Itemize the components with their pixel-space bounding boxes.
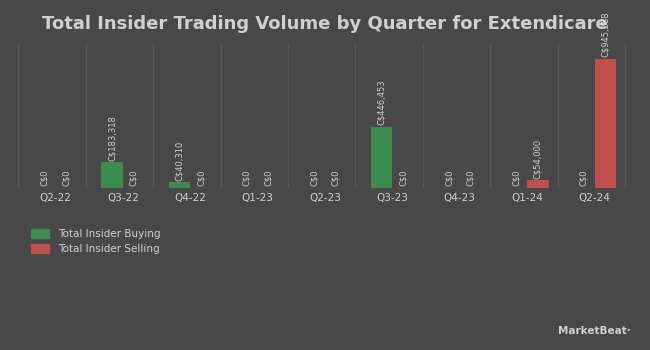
Text: C$0: C$0 (309, 169, 318, 186)
Text: MarketBeat·: MarketBeat· (558, 326, 630, 336)
Bar (168, 182, 190, 188)
Legend: Total Insider Buying, Total Insider Selling: Total Insider Buying, Total Insider Sell… (27, 224, 164, 259)
Text: C$0: C$0 (62, 169, 71, 186)
Text: C$0: C$0 (196, 169, 205, 186)
Bar (101, 162, 123, 188)
Title: Total Insider Trading Volume by Quarter for Extendicare: Total Insider Trading Volume by Quarter … (42, 15, 608, 33)
Text: C$945,288: C$945,288 (601, 12, 610, 57)
Bar (595, 58, 616, 188)
Text: C$0: C$0 (242, 169, 252, 186)
Text: C$0: C$0 (332, 169, 341, 186)
Text: C$0: C$0 (264, 169, 273, 186)
Text: C$54,000: C$54,000 (534, 139, 543, 179)
Text: C$0: C$0 (512, 169, 521, 186)
Text: C$0: C$0 (398, 169, 408, 186)
Text: C$0: C$0 (40, 169, 49, 186)
Text: C$0: C$0 (466, 169, 475, 186)
Bar (371, 127, 393, 188)
Text: C$0: C$0 (129, 169, 138, 186)
Text: C$183,318: C$183,318 (107, 115, 116, 161)
Text: C$0: C$0 (445, 169, 454, 186)
Text: C$0: C$0 (579, 169, 588, 186)
Text: C$446,453: C$446,453 (377, 79, 386, 125)
Bar (527, 180, 549, 188)
Text: C$40,310: C$40,310 (175, 140, 184, 181)
